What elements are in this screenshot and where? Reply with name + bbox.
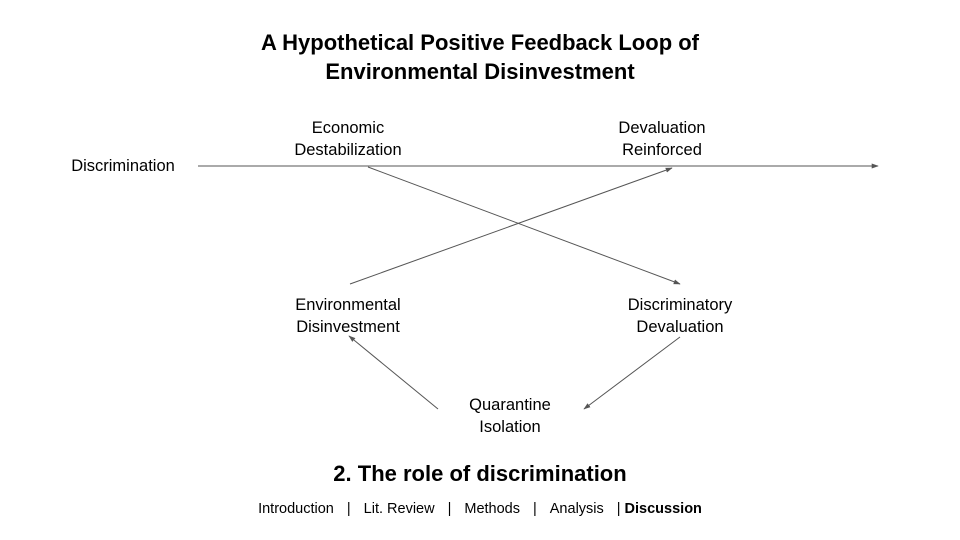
node-discriminatory-devaluation-line-1: Discriminatory bbox=[627, 296, 733, 314]
node-devaluation-reinforced: Devaluation Reinforced bbox=[582, 117, 742, 161]
arrow-quarantine-to-environmental-disinvestment bbox=[348, 335, 439, 410]
node-devaluation-reinforced-line-2: Reinforced bbox=[622, 141, 702, 159]
node-discrimination: Discrimination bbox=[62, 155, 184, 177]
node-environmental-disinvestment: Environmental Disinvestment bbox=[268, 294, 428, 338]
node-environmental-disinvestment-line-1: Environmental bbox=[295, 296, 401, 314]
nav-separator: | bbox=[447, 501, 452, 517]
nav-methods[interactable]: Methods bbox=[464, 501, 520, 517]
node-economic-destabilization: Economic Destabilization bbox=[268, 117, 428, 161]
nav-separator: | bbox=[616, 501, 621, 517]
nav-analysis[interactable]: Analysis bbox=[549, 501, 604, 517]
node-quarantine-isolation-line-2: Isolation bbox=[479, 418, 541, 436]
node-quarantine-isolation-line-1: Quarantine bbox=[469, 396, 551, 414]
node-discriminatory-devaluation-line-2: Devaluation bbox=[636, 318, 724, 336]
node-economic-destabilization-line-1: Economic bbox=[311, 119, 385, 137]
node-discrimination-label: Discrimination bbox=[71, 157, 175, 175]
node-devaluation-reinforced-line-1: Devaluation bbox=[618, 119, 706, 137]
node-quarantine-isolation: Quarantine Isolation bbox=[440, 394, 580, 438]
node-environmental-disinvestment-line-2: Disinvestment bbox=[296, 318, 400, 336]
title-line-1: A Hypothetical Positive Feedback Loop of bbox=[260, 30, 700, 55]
node-discriminatory-devaluation: Discriminatory Devaluation bbox=[600, 294, 760, 338]
title-line-2: Environmental Disinvestment bbox=[325, 59, 635, 84]
nav-separator: | bbox=[532, 501, 537, 517]
section-subtitle: 2. The role of discrimination bbox=[333, 461, 627, 486]
node-economic-destabilization-line-2: Destabilization bbox=[294, 141, 402, 159]
nav-separator: | bbox=[346, 501, 351, 517]
diagram-title: A Hypothetical Positive Feedback Loop of… bbox=[0, 28, 960, 86]
arrow-environmental-disinvestment-to-devaluation-reinforced bbox=[349, 167, 673, 285]
section-nav: Introduction | Lit. Review | Methods | Analysi… bbox=[0, 499, 960, 519]
nav-discussion[interactable]: Discussion bbox=[624, 501, 702, 517]
arrow-discriminatory-devaluation-to-quarantine bbox=[583, 336, 681, 410]
arrow-destabilization-to-discriminatory-devaluation bbox=[367, 166, 681, 285]
nav-lit-review[interactable]: Lit. Review bbox=[363, 501, 435, 517]
nav-introduction[interactable]: Introduction bbox=[258, 501, 334, 517]
